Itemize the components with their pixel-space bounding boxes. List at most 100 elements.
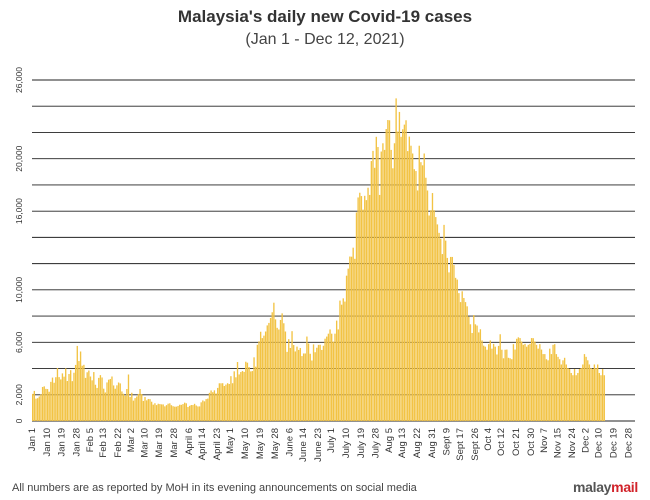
bar — [162, 404, 164, 421]
bar — [312, 344, 315, 421]
bar — [413, 169, 415, 421]
bar — [256, 344, 259, 421]
bar — [58, 377, 60, 421]
bar — [463, 297, 465, 421]
bar — [597, 364, 599, 421]
bar — [142, 400, 145, 421]
bar — [501, 349, 503, 421]
bar — [340, 304, 343, 421]
bar — [284, 331, 287, 421]
x-tick-label: July 1 — [326, 428, 337, 453]
bar — [398, 111, 401, 421]
bar — [180, 404, 183, 421]
bar — [101, 377, 103, 421]
bar — [331, 333, 333, 421]
bar — [155, 405, 158, 421]
bar — [103, 388, 105, 421]
bar — [400, 136, 402, 421]
bar — [327, 333, 330, 421]
bar — [438, 232, 440, 421]
x-tick-label: Dec 10 — [594, 428, 605, 458]
bar — [466, 306, 468, 421]
bar — [426, 190, 429, 421]
x-tick-label: Mar 19 — [154, 428, 165, 458]
x-tick-label: Mar 2 — [126, 428, 137, 452]
x-tick-label: Aug 31 — [427, 428, 438, 458]
bar — [387, 120, 389, 421]
bar — [195, 405, 197, 421]
x-tick-label: Sept 9 — [442, 428, 453, 455]
bar — [431, 193, 434, 421]
bar — [451, 256, 453, 421]
bar — [131, 392, 133, 421]
bar — [157, 403, 159, 421]
bar — [79, 351, 82, 421]
bar — [443, 224, 445, 421]
bar — [71, 381, 73, 421]
bar — [334, 333, 336, 421]
bar — [122, 393, 125, 421]
bar — [585, 356, 587, 421]
x-tick-label: June 23 — [313, 428, 324, 462]
bar — [263, 335, 265, 421]
bar — [314, 352, 316, 421]
bar — [535, 344, 538, 421]
bar — [235, 377, 237, 421]
bar — [464, 302, 467, 421]
bar — [593, 364, 596, 421]
bar — [458, 293, 460, 421]
bar — [529, 343, 531, 421]
bar — [33, 390, 35, 421]
bar — [471, 333, 473, 421]
bar — [220, 383, 222, 421]
y-tick-label: 20,000 — [14, 145, 24, 171]
bar — [311, 360, 313, 421]
bar — [172, 406, 174, 421]
x-tick-label: June 6 — [285, 428, 296, 457]
bar — [238, 374, 240, 421]
bar — [119, 383, 121, 421]
x-tick-label: May 19 — [255, 428, 266, 459]
bar — [136, 396, 138, 421]
bar — [246, 362, 249, 421]
bar — [317, 344, 320, 421]
x-tick-label: Dec 2 — [580, 428, 591, 453]
bar — [190, 404, 192, 421]
bar — [405, 120, 407, 421]
bar — [273, 302, 275, 421]
bar — [423, 153, 425, 421]
bar — [435, 217, 437, 421]
bar — [359, 192, 361, 421]
x-tick-label: April 6 — [184, 428, 195, 455]
bar — [159, 404, 161, 421]
bar — [226, 383, 229, 421]
bar — [299, 348, 301, 421]
bar — [218, 383, 221, 421]
x-tick-label: Mar 10 — [139, 428, 150, 458]
x-tick-label: Nov 7 — [539, 428, 550, 453]
bar — [107, 379, 110, 421]
bar — [50, 381, 52, 421]
bar — [236, 362, 239, 421]
bar — [522, 344, 525, 421]
bar — [61, 373, 64, 421]
x-tick-label: May 10 — [240, 428, 251, 459]
bar — [258, 341, 260, 421]
bar — [271, 312, 273, 421]
bar — [512, 344, 515, 421]
bar — [372, 150, 374, 421]
bar — [476, 325, 478, 421]
bar — [70, 370, 72, 421]
bar — [433, 210, 435, 421]
x-tick-label: Aug 13 — [397, 428, 408, 458]
bar — [116, 385, 118, 421]
bar — [165, 405, 168, 421]
bar — [349, 256, 351, 421]
bar — [245, 361, 247, 421]
bar — [402, 129, 404, 422]
bar — [182, 404, 184, 421]
bar — [169, 403, 171, 421]
bar — [388, 120, 391, 421]
bar — [562, 360, 564, 421]
bar — [420, 162, 422, 421]
